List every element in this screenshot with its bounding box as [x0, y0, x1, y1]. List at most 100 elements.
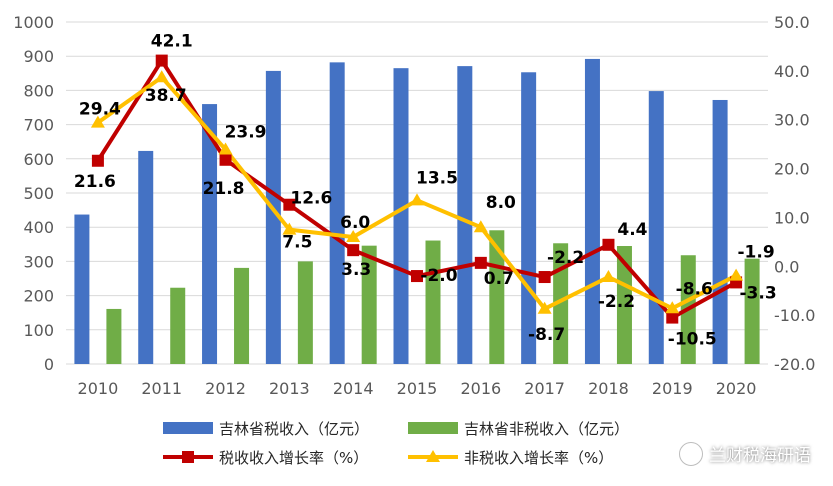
nontax-growth-point	[218, 142, 233, 155]
tax-growth-label: 42.1	[151, 32, 193, 52]
tax-revenue-bar	[393, 68, 409, 365]
tax-growth-label: 12.6	[290, 189, 332, 209]
x-tick-label: 2012	[205, 379, 246, 398]
nontax-revenue-bar	[361, 245, 377, 364]
left-tick-label: 200	[23, 287, 54, 306]
legend-swatch	[163, 422, 213, 434]
x-tick-label: 2011	[141, 379, 182, 398]
nontax-growth-point	[90, 115, 105, 128]
x-tick-label: 2017	[524, 379, 565, 398]
nontax-growth-point	[154, 70, 169, 83]
tax-growth-point	[602, 238, 615, 251]
nontax-growth-point	[346, 229, 361, 242]
legend-marker	[182, 451, 194, 463]
left-tick-label: 900	[23, 47, 54, 66]
watermark: 兰财税海研语	[679, 441, 811, 466]
nontax-growth-label: -8.6	[676, 279, 713, 299]
x-tick-label: 2010	[78, 379, 119, 398]
nontax-growth-point	[410, 193, 424, 206]
tax-revenue-bar	[648, 91, 664, 365]
right-tick-label: 0.0	[774, 257, 799, 276]
nontax-growth-point	[729, 268, 744, 281]
tax-growth-point	[411, 270, 423, 283]
legend-label: 非税收入增长率（%）	[464, 449, 613, 467]
left-tick-label: 700	[23, 116, 54, 135]
left-tick-label: 400	[23, 218, 54, 237]
legend-label: 税收收入增长率（%）	[219, 449, 368, 467]
tax-growth-label: -2.2	[547, 248, 584, 268]
nontax-growth-label: 23.9	[225, 123, 267, 143]
tax-growth-point	[283, 198, 296, 211]
nontax-revenue-bar	[553, 243, 569, 364]
x-tick-label: 2014	[333, 379, 374, 398]
nontax-growth-label: -2.2	[598, 292, 635, 312]
tax-growth-point	[538, 271, 551, 284]
tax-growth-label: 3.3	[341, 260, 371, 280]
tax-growth-point	[474, 256, 487, 269]
nontax-growth-label: 38.7	[145, 86, 187, 106]
nontax-revenue-bar	[234, 267, 250, 364]
left-tick-label: 500	[23, 184, 54, 203]
nontax-growth-label: 29.4	[79, 100, 121, 120]
x-tick-label: 2019	[652, 379, 693, 398]
right-tick-label: -10.0	[774, 306, 815, 325]
tax-growth-point	[219, 153, 232, 166]
tax-revenue-bar	[138, 150, 154, 364]
x-tick-label: 2020	[716, 379, 757, 398]
x-tick-label: 2018	[588, 379, 629, 398]
nontax-revenue-bar	[106, 308, 122, 364]
nontax-growth-point	[282, 222, 297, 235]
nontax-revenue-bar	[297, 261, 313, 364]
tax-growth-label: 21.6	[74, 172, 116, 192]
x-tick-label: 2015	[397, 379, 438, 398]
tax-growth-label: -10.5	[668, 330, 717, 350]
tax-revenue-bar	[521, 72, 537, 365]
tax-growth-label: 0.7	[484, 269, 514, 289]
nontax-revenue-bar	[616, 246, 632, 364]
tax-revenue-bar	[712, 99, 728, 364]
tax-growth-point	[91, 154, 104, 167]
nontax-revenue-bar	[170, 287, 186, 364]
right-tick-label: -20.0	[774, 355, 815, 374]
right-tick-label: 20.0	[774, 160, 810, 179]
nontax-growth-label: -1.9	[738, 243, 775, 263]
nontax-revenue-bar	[425, 240, 441, 364]
right-tick-label: 10.0	[774, 208, 810, 227]
nontax-growth-label: 8.0	[486, 193, 516, 213]
legend-label: 吉林省非税收入（亿元）	[464, 420, 629, 438]
left-tick-label: 1000	[13, 13, 54, 32]
tax-growth-label: -3.3	[740, 283, 777, 303]
tax-growth-label: 21.8	[203, 179, 245, 199]
tax-revenue-bar	[202, 104, 218, 364]
left-tick-label: 100	[23, 321, 54, 340]
left-tick-label: 300	[23, 252, 54, 271]
tax-growth-point	[666, 311, 679, 324]
legend-label: 吉林省税收入（亿元）	[219, 420, 369, 438]
nontax-revenue-bar	[744, 258, 760, 364]
tax-revenue-bar	[74, 214, 90, 364]
nontax-growth-label: -8.7	[528, 325, 565, 345]
wechat-icon	[679, 441, 703, 466]
nontax-growth-label: 7.5	[282, 233, 312, 253]
nontax-growth-label: 13.5	[416, 168, 458, 188]
tax-growth-label: -2.0	[420, 266, 457, 286]
right-tick-label: 50.0	[774, 13, 810, 32]
legend-marker	[426, 450, 440, 462]
tax-growth-point	[155, 54, 168, 67]
legend-swatch	[408, 422, 458, 434]
left-tick-label: 600	[23, 150, 54, 169]
nontax-growth-label: 6.0	[340, 213, 370, 233]
nontax-growth-point	[665, 301, 680, 314]
nontax-growth-point	[473, 220, 488, 233]
tax-revenue-bar	[584, 58, 600, 364]
nontax-growth-point	[601, 270, 616, 283]
tax-revenue-bar	[329, 62, 345, 365]
left-tick-label: 800	[23, 81, 54, 100]
nontax-growth-point	[537, 301, 552, 314]
watermark-text: 兰财税海研语	[709, 446, 811, 466]
tax-revenue-bar	[457, 66, 473, 365]
x-tick-label: 2013	[269, 379, 310, 398]
right-tick-label: 30.0	[774, 111, 810, 130]
right-tick-label: 40.0	[774, 62, 810, 81]
